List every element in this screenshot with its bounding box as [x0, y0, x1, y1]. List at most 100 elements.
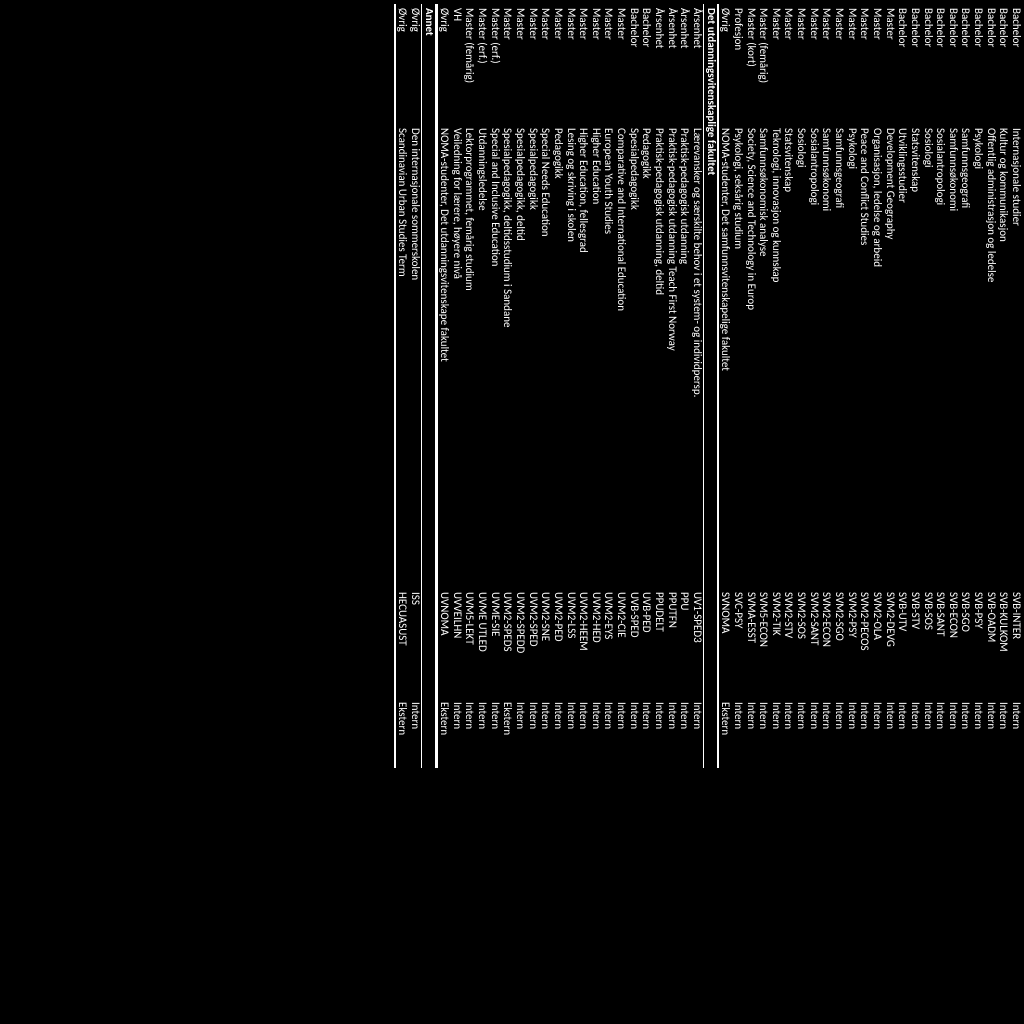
table-row: BachelorOffentlig administrasjon og lede… [984, 4, 997, 768]
cell-col1: Samfunnsøkonomisk analyse [757, 124, 770, 588]
cell-col3: Intern [577, 698, 590, 768]
cell-col0: Master [513, 4, 526, 124]
table-row: ØvrigDen internasjonale sommerskolenISSI… [408, 4, 421, 768]
cell-col2: UVM2-SPEDS [501, 588, 514, 698]
cell-col3: Ekstern [395, 698, 409, 768]
cell-col3: Intern [627, 698, 640, 768]
cell-col0: Bachelor [627, 4, 640, 124]
cell-col3: Intern [539, 698, 552, 768]
cell-col1: NOMA-studenter, Det samfunnsvitenskapeli… [718, 124, 732, 588]
cell-col1: Sosiologi [794, 124, 807, 588]
cell-col1: Psykologi, seksårig studium [731, 124, 744, 588]
cell-col3: Intern [488, 698, 501, 768]
cell-col3: Intern [870, 698, 883, 768]
cell-col0: Master [794, 4, 807, 124]
cell-col3: Ekstern [501, 698, 514, 768]
cell-col1: Scandinavian Urban Studies Term [395, 124, 409, 588]
cell-col0: Master [820, 4, 833, 124]
table-row: MasterPedagogikkUVM2-PEDIntern [551, 4, 564, 768]
page-root: BachelorInternasjonale studierSVB-INTERI… [0, 0, 1024, 772]
cell-col3: Intern [934, 698, 947, 768]
table-row: MasterSosiologiSVM2-SOSIntern [794, 4, 807, 768]
table-row: ÅrsenhetLærevansker og særskilte behov i… [690, 4, 703, 768]
cell-col1: Pedagogikk [551, 124, 564, 588]
cell-col2: SVNOMA [718, 588, 732, 698]
table-row: ØvrigNOMA-studenter, Det utdanningsviten… [436, 4, 450, 768]
cell-col1: Lektorprogrammet, femårig studium [463, 124, 476, 588]
cell-col3: Intern [794, 698, 807, 768]
program-table: BachelorInternasjonale studierSVB-INTERI… [394, 4, 1022, 768]
cell-col2: PPU [678, 588, 691, 698]
cell-col2: SVB-UTV [896, 588, 909, 698]
cell-col0: Master [577, 4, 590, 124]
cell-col3: Intern [513, 698, 526, 768]
cell-col3: Intern [997, 698, 1010, 768]
cell-col0: Bachelor [908, 4, 921, 124]
table-row: MasterLesing og skriving i skolenUVM2-LS… [564, 4, 577, 768]
cell-col2: UVME-SIE [488, 588, 501, 698]
cell-col0: Master [832, 4, 845, 124]
cell-col1: Psykologi [971, 124, 984, 588]
section-header: Annet [421, 4, 436, 768]
table-row: MasterHigher Education, fellesgradUVM2-H… [577, 4, 590, 768]
cell-col0: Bachelor [640, 4, 653, 124]
cell-col2: SVM2-ECON [820, 588, 833, 698]
table-row: BachelorStatsvitenskapSVB-STVIntern [908, 4, 921, 768]
cell-col3: Intern [820, 698, 833, 768]
cell-col2: SVB-INTER [1009, 588, 1022, 698]
table-row: Master (femårig)Samfunnsøkonomisk analys… [757, 4, 770, 768]
cell-col1: Utdanningsledelse [475, 124, 488, 588]
table-row: MasterSpesialpedagogikk, deltidUVM2-SPED… [513, 4, 526, 768]
cell-col0: Øvrig [718, 4, 732, 124]
cell-col3: Intern [984, 698, 997, 768]
cell-col3: Intern [858, 698, 871, 768]
table-row: Master (erf.)Special and Inclusive Educa… [488, 4, 501, 768]
cell-col1: Higher Education [589, 124, 602, 588]
table-row: MasterComparative and International Educ… [615, 4, 628, 768]
cell-col3: Intern [551, 698, 564, 768]
table-row: BachelorSosiologiSVB-SOSIntern [921, 4, 934, 768]
cell-col0: Årsenhet [665, 4, 678, 124]
cell-col2: SVB-SANT [934, 588, 947, 698]
cell-col3: Intern [757, 698, 770, 768]
cell-col2: SVM2-SANT [807, 588, 820, 698]
cell-col0: VH [450, 4, 463, 124]
table-row: ØvrigNOMA-studenter, Det samfunnsvitensk… [718, 4, 732, 768]
cell-col0: Øvrig [436, 4, 450, 124]
cell-col0: Årsenhet [652, 4, 665, 124]
cell-col0: Øvrig [408, 4, 421, 124]
cell-col3: Ekstern [718, 698, 732, 768]
cell-col0: Profesjon [731, 4, 744, 124]
cell-col1: Praktisk-pedagogisk utdanning [678, 124, 691, 588]
cell-col0: Master [845, 4, 858, 124]
cell-col3: Intern [475, 698, 488, 768]
cell-col3: Intern [450, 698, 463, 768]
table-row: BachelorInternasjonale studierSVB-INTERI… [1009, 4, 1022, 768]
cell-col0: Master [602, 4, 615, 124]
cell-col0: Bachelor [971, 4, 984, 124]
cell-col1: Comparative and International Education [615, 124, 628, 588]
cell-col1: Spesialpedagogikk [627, 124, 640, 588]
table-row: BachelorPedagogikkUVB-PEDIntern [640, 4, 653, 768]
cell-col2: UVB-SPED [627, 588, 640, 698]
cell-col2: UVM5-LEKT [463, 588, 476, 698]
cell-col0: Bachelor [959, 4, 972, 124]
cell-col3: Intern [782, 698, 795, 768]
cell-col1: Spesialpedagogikk [526, 124, 539, 588]
table-row: BachelorKultur og kommunikasjonSVB-KULKO… [997, 4, 1010, 768]
cell-col3: Intern [564, 698, 577, 768]
cell-col0: Master (kort) [744, 4, 757, 124]
cell-col2: SVM2-TIK [769, 588, 782, 698]
cell-col0: Årsenhet [678, 4, 691, 124]
section-header: Det utdanningsvitenskaplige fakultet [703, 4, 717, 768]
cell-col2: UV1-SPED3 [690, 588, 703, 698]
cell-col2: UVME UTLED [475, 588, 488, 698]
cell-col2: UVM2-SPEDD [513, 588, 526, 698]
cell-col3: Intern [883, 698, 896, 768]
cell-col1: Development Geography [883, 124, 896, 588]
cell-col3: Intern [832, 698, 845, 768]
cell-col3: Intern [615, 698, 628, 768]
cell-col3: Intern [807, 698, 820, 768]
cell-col0: Master [782, 4, 795, 124]
cell-col1: Spesialpedagogikk, deltidsstudium i Sand… [501, 124, 514, 588]
